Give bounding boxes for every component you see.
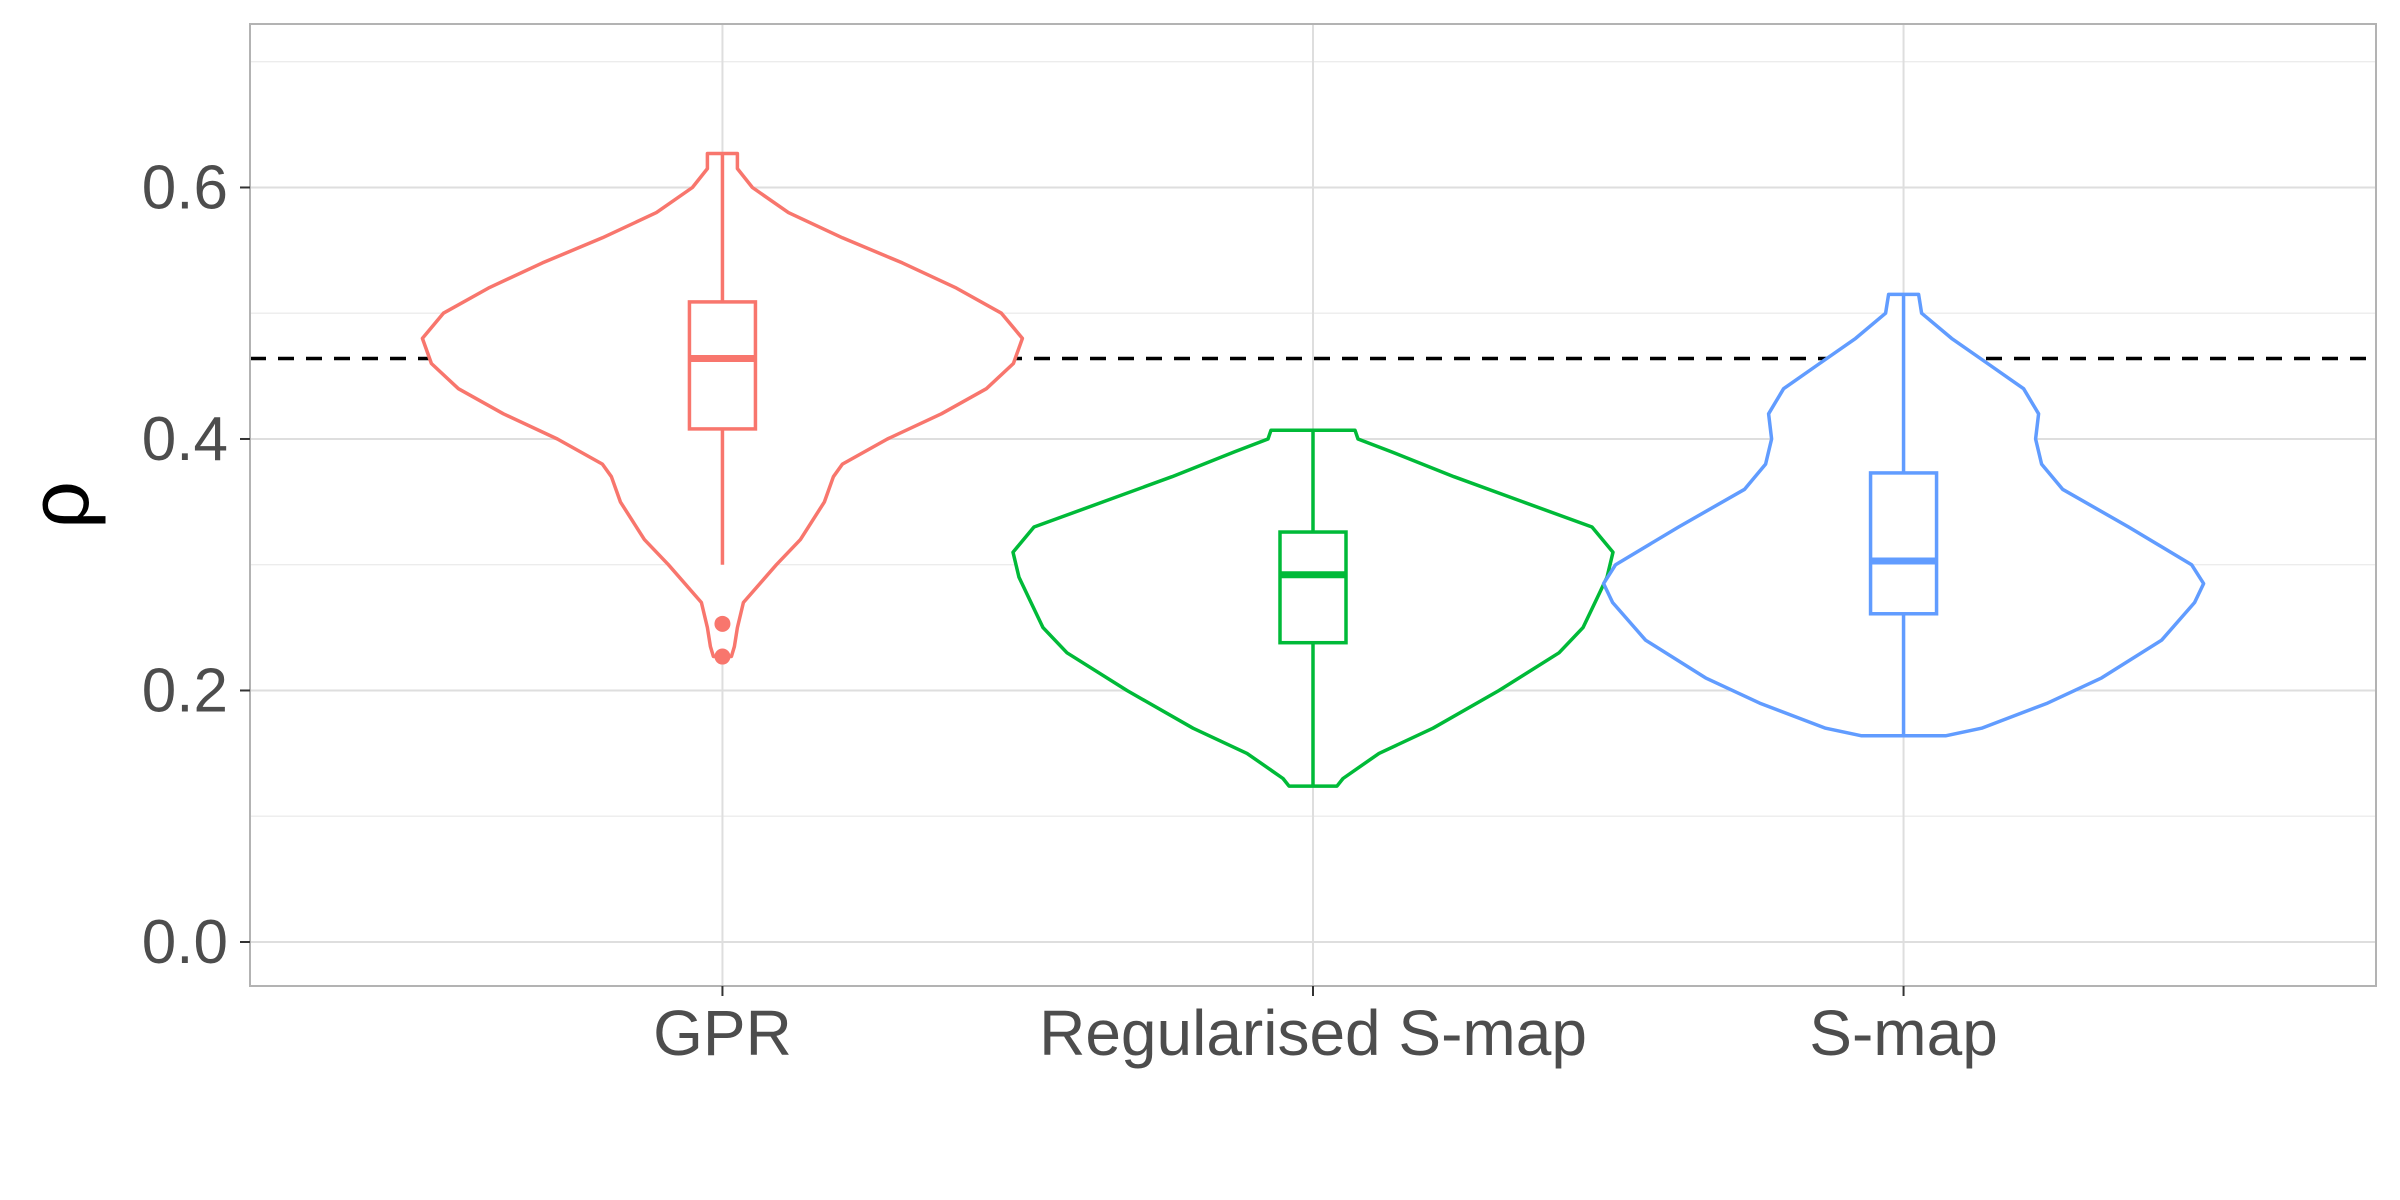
violin-s-map [1601, 292, 2206, 738]
x-axis: GPR Regularised S-map S-map [653, 986, 1998, 1069]
box-iqr [687, 300, 758, 431]
violin-layer [420, 151, 2206, 788]
y-axis-title: ρ [12, 481, 106, 529]
y-tick-label: 0.6 [142, 153, 228, 222]
x-tick-label: GPR [653, 997, 792, 1069]
y-tick-label: 0.0 [142, 908, 228, 977]
y-tick-label: 0.2 [142, 656, 228, 725]
box-iqr [1868, 471, 1939, 616]
y-axis: 0.0 0.2 0.4 0.6 [142, 153, 250, 977]
x-tick-label: Regularised S-map [1039, 997, 1587, 1069]
outlier-point [714, 648, 731, 665]
outlier-point [714, 615, 731, 632]
violin-gpr [420, 151, 1025, 665]
violin-regularised-s-map [1011, 428, 1615, 788]
box-iqr [1278, 530, 1348, 645]
y-tick-label: 0.4 [142, 405, 228, 474]
x-tick-label: S-map [1809, 997, 1998, 1069]
